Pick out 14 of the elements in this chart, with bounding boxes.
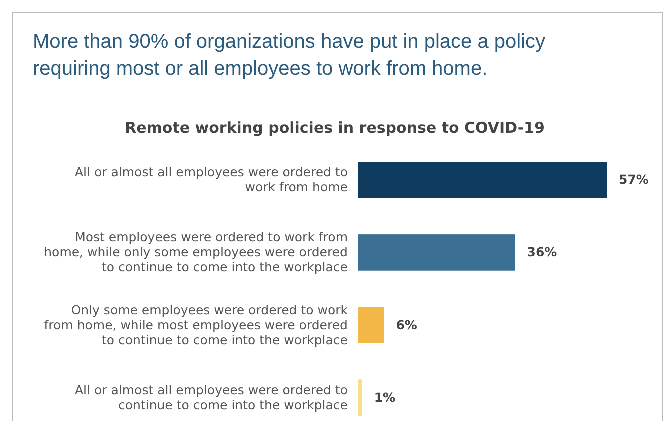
- y-tick-label: All or almost all employees were ordered to continue to come into the workplace: [75, 382, 348, 412]
- chart-title: More than 90% of organizations have put in place a policy requiring most or all employees to work from home.: [33, 31, 546, 80]
- data-label: 6%: [396, 317, 418, 332]
- data-label: 1%: [374, 390, 396, 405]
- y-tick-label: Most employees were ordered to work from home, while only some employees were ordered to continue to come into the workplace: [44, 230, 348, 275]
- data-label: 57%: [619, 172, 650, 188]
- chart-subtitle: Remote working policies in response to COVID-19: [125, 119, 545, 137]
- bar: [358, 162, 607, 198]
- y-tick-label: All or almost all employees were ordered to work from home: [75, 164, 348, 195]
- bar: [358, 307, 384, 344]
- bar: [358, 234, 516, 271]
- data-label: 36%: [527, 244, 558, 260]
- bar: [358, 380, 362, 416]
- y-tick-label: Only some employees were ordered to work from home, while most employees were ordered to continue to come into the workplace: [44, 302, 349, 348]
